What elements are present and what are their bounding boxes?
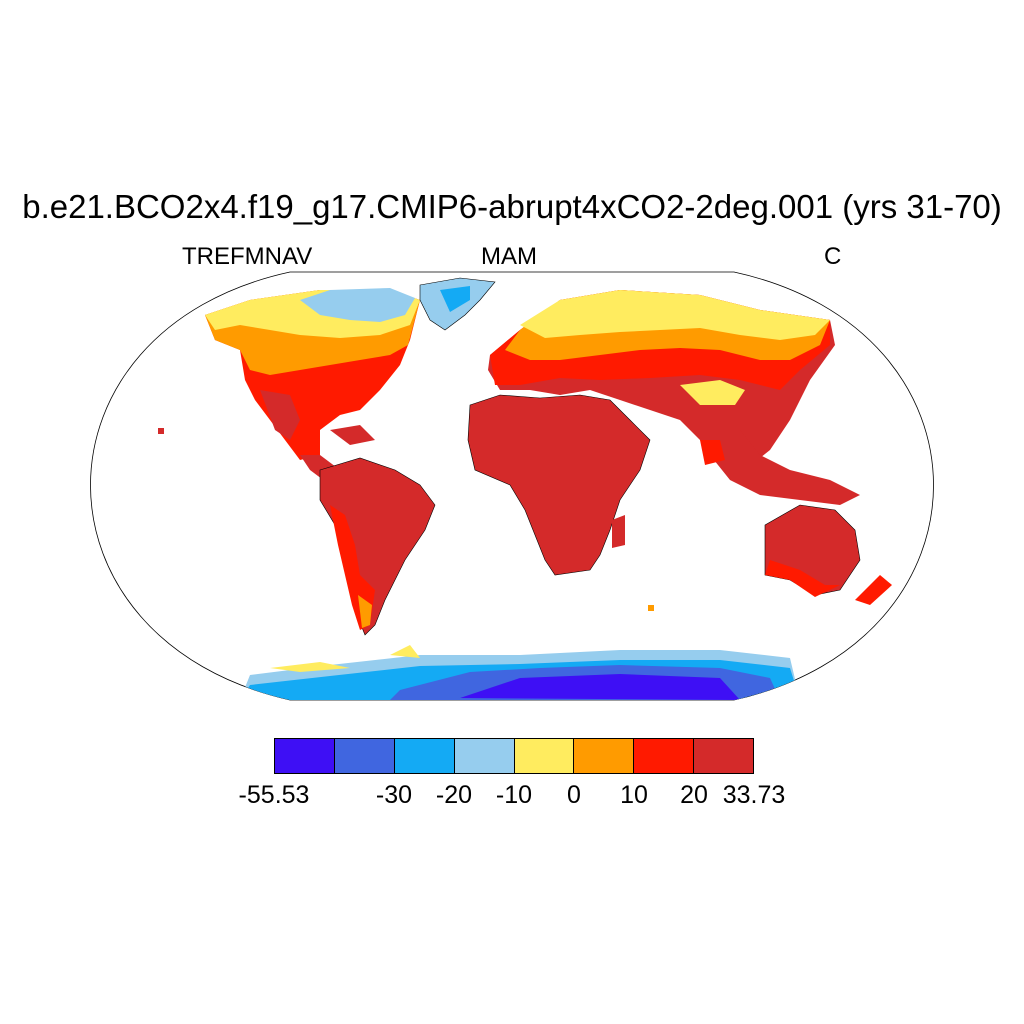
eurasia — [488, 290, 835, 470]
colorbar-tick-label: -10 — [495, 781, 533, 809]
colorbar-swatch — [694, 739, 753, 773]
colorbar-swatch — [574, 739, 635, 773]
colorbar-tick-label: -20 — [435, 781, 473, 809]
antarctica — [240, 645, 800, 700]
south-america — [319, 457, 436, 636]
island-hawaii — [158, 428, 164, 434]
colorbar-tick-label: -55.53 — [238, 781, 310, 809]
africa — [467, 394, 651, 576]
colorbar-tick-label: 20 — [680, 781, 708, 809]
north-america — [205, 288, 420, 485]
colorbar-swatch — [334, 739, 395, 773]
variable-label: TREFMNAV — [182, 243, 313, 270]
colorbar-tick-label: -30 — [375, 781, 413, 809]
colorbar-tick-label: 33.73 — [722, 781, 786, 809]
colorbar-tick-label: 10 — [620, 781, 648, 809]
colorbar-swatch — [634, 739, 695, 773]
colorbar — [274, 738, 754, 774]
southeast-asia — [700, 420, 860, 505]
colorbar-swatch — [275, 739, 335, 773]
island-madagascar — [648, 605, 654, 611]
plot-title: b.e21.BCO2x4.f19_g17.CMIP6-abrupt4xCO2-2… — [22, 188, 1002, 225]
season-label: MAM — [481, 243, 537, 270]
colorbar-swatch — [454, 739, 515, 773]
colorbar-swatch — [394, 739, 455, 773]
units-label: C — [824, 243, 842, 270]
colorbar-swatch — [514, 739, 575, 773]
colorbar-tick-label: 0 — [567, 781, 581, 809]
